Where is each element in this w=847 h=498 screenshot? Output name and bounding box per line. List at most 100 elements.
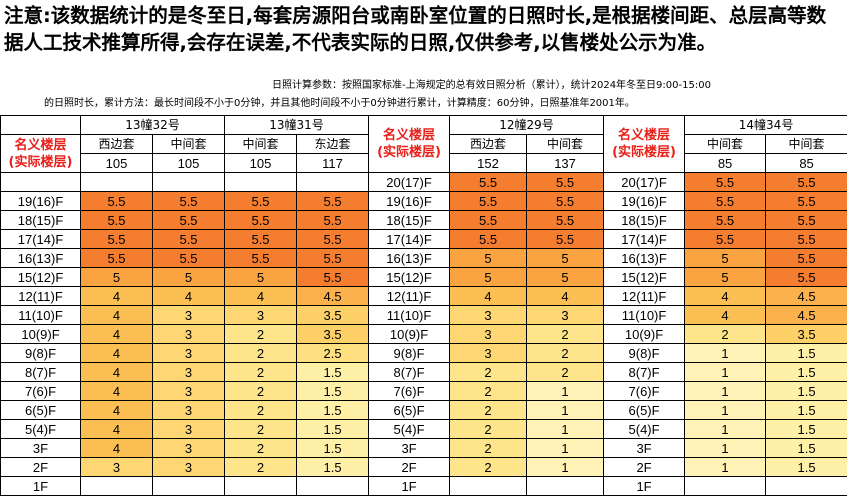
sun-hours: 5.5 <box>449 172 528 192</box>
sun-hours: 5.5 <box>526 172 605 192</box>
sun-hours: 5.5 <box>224 210 298 230</box>
sun-hours: 3 <box>526 305 605 325</box>
distance-value: 105 <box>151 153 226 173</box>
floor-label: 8(7)F <box>368 362 451 382</box>
floor-label: 2F <box>368 457 451 477</box>
sun-hours: 3 <box>151 438 226 458</box>
sun-hours: 2 <box>224 362 298 382</box>
table-row: 17(14)F 5.5 5.5 5.5 5.5 17(14)F 5.5 5.5 17(14)F 5… <box>0 229 847 249</box>
blank-cell <box>296 172 370 192</box>
sun-hours: 2 <box>224 419 298 439</box>
sun-hours: 3 <box>224 305 298 325</box>
floor-label: 10(9)F <box>603 324 686 344</box>
floor-label: 8(7)F <box>603 362 686 382</box>
sun-hours: 1 <box>526 457 605 477</box>
distance-value: 85 <box>684 153 767 173</box>
distance-value: 85 <box>765 153 847 173</box>
sun-hours: 2 <box>449 400 528 420</box>
floor-label: 7(6)F <box>0 381 81 401</box>
table-row: 10(9)F 4 3 2 3.5 10(9)F 3 2 10(9)F 2 3.5 <box>0 324 847 344</box>
blank-cell <box>0 172 81 192</box>
distance-value: 105 <box>224 153 298 173</box>
floor-label: 3F <box>0 438 81 458</box>
floor-label: 19(16)F <box>368 191 451 211</box>
floor-label: 19(16)F <box>603 191 686 211</box>
sun-hours: 5.5 <box>296 229 370 249</box>
table-row: 12(11)F 4 4 4 4.5 12(11)F 4 4 12(11)F 4 4.5 <box>0 286 847 306</box>
sun-hours <box>80 476 153 496</box>
table-row: 16(13)F 5.5 5.5 5.5 5.5 16(13)F 5 5 16(13)F 5 5.5 <box>0 248 847 268</box>
sun-hours: 5.5 <box>296 191 370 211</box>
sun-hours: 1.5 <box>296 438 370 458</box>
sun-hours: 1 <box>684 400 767 420</box>
sun-hours: 1 <box>526 381 605 401</box>
sun-hours: 3 <box>151 362 226 382</box>
sun-hours: 2 <box>449 381 528 401</box>
floor-label: 8(7)F <box>0 362 81 382</box>
sun-hours: 3 <box>151 400 226 420</box>
sun-hours: 5.5 <box>224 191 298 211</box>
sun-hours: 1.5 <box>765 400 847 420</box>
unit-label: 中间套 <box>765 134 847 154</box>
sun-hours: 5.5 <box>224 248 298 268</box>
sun-hours: 5.5 <box>151 210 226 230</box>
floor-label: 6(5)F <box>368 400 451 420</box>
floor-label: 1F <box>0 476 81 496</box>
floor-header: 名义楼层 (实际楼层) <box>603 115 686 173</box>
floor-label: 17(14)F <box>368 229 451 249</box>
floor-header: 名义楼层 (实际楼层) <box>368 115 451 173</box>
sun-hours: 5.5 <box>765 210 847 230</box>
sun-hours: 4 <box>80 381 153 401</box>
floor-label: 5(4)F <box>0 419 81 439</box>
sun-hours: 5 <box>151 267 226 287</box>
table-row: 5(4)F 4 3 2 1.5 5(4)F 2 1 5(4)F 1 1.5 <box>0 419 847 439</box>
sun-hours: 1 <box>684 419 767 439</box>
sun-hours: 1.5 <box>765 343 847 363</box>
sun-hours: 5.5 <box>765 229 847 249</box>
floor-label: 19(16)F <box>0 191 81 211</box>
floor-label: 15(12)F <box>0 267 81 287</box>
sun-hours: 5.5 <box>526 229 605 249</box>
table-row: 6(5)F 4 3 2 1.5 6(5)F 2 1 6(5)F 1 1.5 <box>0 400 847 420</box>
table-row: 名义楼层 (实际楼层) 西边套 中间套 中间套 东边套 西边套 中间套 中间套 中间套 <box>0 134 847 173</box>
sun-hours: 2 <box>526 343 605 363</box>
sun-hours: 1 <box>684 457 767 477</box>
floor-label: 12(11)F <box>0 286 81 306</box>
unit-label: 中间套 <box>526 134 605 154</box>
notice-text: 注意:该数据统计的是冬至日,每套房源阳台或南卧室位置的日照时长,是根据楼间距、总… <box>4 4 827 54</box>
floor-label: 18(15)F <box>368 210 451 230</box>
floor-label: 10(9)F <box>368 324 451 344</box>
floor-label: 15(12)F <box>603 267 686 287</box>
sun-hours: 1.5 <box>296 400 370 420</box>
sun-hours: 5.5 <box>296 248 370 268</box>
sun-hours: 1.5 <box>296 362 370 382</box>
building-name: 13幢32号 <box>79 115 226 135</box>
sun-hours: 5.5 <box>296 210 370 230</box>
floor-label: 3F <box>368 438 451 458</box>
floor-label: 7(6)F <box>368 381 451 401</box>
sun-hours: 3 <box>151 305 226 325</box>
sun-hours: 2 <box>526 324 605 344</box>
sun-hours: 4 <box>526 286 605 306</box>
sun-hours: 4 <box>151 286 226 306</box>
sun-hours: 3 <box>449 343 528 363</box>
sunlight-table: 13幢32号 13幢31号 名义楼层 (实际楼层) 12幢29号 名义楼层 (实际楼层)… <box>0 115 847 496</box>
floor-label: 5(4)F <box>603 419 686 439</box>
distance-value: 117 <box>296 153 370 173</box>
sun-hours: 3 <box>449 324 528 344</box>
sun-hours: 4 <box>80 419 153 439</box>
sun-hours <box>224 476 298 496</box>
table-row: 1F 1F 1F <box>0 476 847 496</box>
sun-hours: 4 <box>80 286 153 306</box>
sun-hours: 5 <box>449 267 528 287</box>
sun-hours: 1.5 <box>765 419 847 439</box>
table-row: 7(6)F 4 3 2 1.5 7(6)F 2 1 7(6)F 1 1.5 <box>0 381 847 401</box>
blank-cell <box>151 172 226 192</box>
sun-hours: 5.5 <box>449 210 528 230</box>
sun-hours: 5.5 <box>224 229 298 249</box>
floor-label: 20(17)F <box>368 172 451 192</box>
sun-hours: 3.5 <box>296 324 370 344</box>
floor-label: 20(17)F <box>603 172 686 192</box>
building-name: 13幢31号 <box>224 115 370 135</box>
